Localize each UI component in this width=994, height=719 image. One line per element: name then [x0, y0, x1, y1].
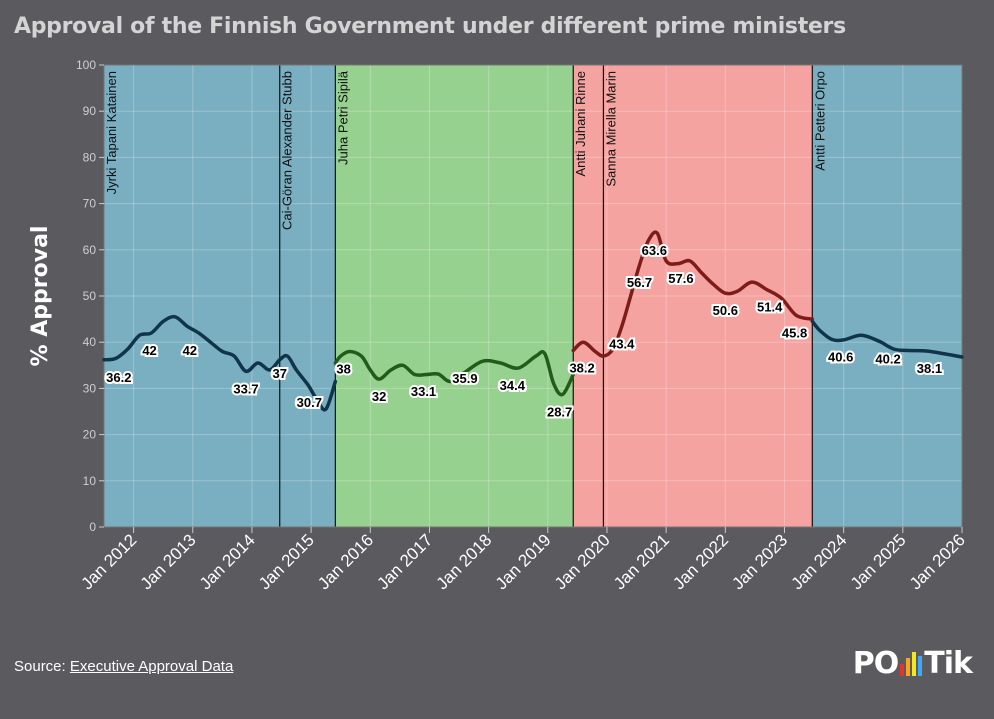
x-tick-label: Jan 2016	[314, 530, 377, 593]
logo-bar	[912, 652, 917, 676]
data-label: 34.4	[500, 378, 526, 393]
y-tick-label: 50	[83, 289, 97, 303]
y-tick-label: 30	[83, 381, 97, 395]
data-label: 37	[273, 366, 287, 381]
source-label: Source:	[14, 658, 66, 675]
data-label: 51.4	[757, 300, 783, 315]
x-tick-label: Jan 2026	[906, 530, 969, 593]
period-band	[335, 65, 574, 527]
y-tick-label: 60	[83, 243, 97, 257]
logo-bar	[918, 656, 923, 676]
period-label: Antti Juhani Rinne	[573, 71, 588, 177]
period-band	[573, 65, 604, 527]
data-label: 30.7	[297, 395, 322, 410]
x-tick-label: Jan 2025	[847, 530, 910, 593]
period-label: Cai-Göran Alexander Stubb	[280, 71, 295, 230]
period-label: Juha Petri Sipilä	[335, 70, 350, 165]
period-label: Sanna Mirella Marin	[603, 71, 618, 187]
y-tick-label: 100	[76, 58, 96, 72]
period-label: Jyrki Tapani Katainen	[104, 71, 119, 194]
period-band	[812, 65, 962, 527]
x-tick-label: Jan 2022	[669, 530, 732, 593]
data-label: 32	[372, 389, 386, 404]
logo-bar	[900, 664, 905, 676]
politik-logo: PO Tik	[852, 646, 973, 681]
y-tick-label: 70	[83, 197, 97, 211]
data-label: 57.6	[668, 271, 693, 286]
x-tick-label: Jan 2019	[492, 530, 555, 593]
source-link[interactable]: Executive Approval Data	[69, 658, 234, 675]
x-tick-label: Jan 2018	[433, 530, 496, 593]
x-tick-label: Jan 2013	[137, 530, 200, 593]
y-tick-label: 20	[83, 428, 97, 442]
series-line	[571, 230, 815, 358]
data-label: 63.6	[642, 243, 667, 258]
x-tick-label: Jan 2012	[78, 530, 141, 593]
data-label: 35.9	[452, 371, 477, 386]
x-tick-label: Jan 2017	[373, 530, 436, 593]
y-tick-label: 80	[83, 150, 97, 164]
logo-prefix: PO	[852, 646, 899, 681]
x-tick-label: Jan 2020	[551, 530, 614, 593]
x-tick-label: Jan 2014	[196, 530, 259, 593]
x-tick-label: Jan 2024	[788, 530, 851, 593]
period-band	[104, 65, 280, 527]
data-label: 43.4	[609, 336, 635, 351]
data-label: 45.8	[782, 325, 807, 340]
x-tick-label: Jan 2015	[255, 530, 318, 593]
footer: Source: Executive Approval Data	[14, 658, 233, 675]
data-label: 42	[142, 343, 156, 358]
x-tick-label: Jan 2021	[610, 530, 673, 593]
data-label: 28.7	[547, 404, 572, 419]
logo-bar	[906, 658, 911, 676]
logo-suffix: Tik	[924, 646, 973, 681]
series-line	[810, 319, 964, 359]
data-label: 50.6	[713, 303, 738, 318]
data-label: 38.1	[917, 361, 942, 376]
logo-bars-icon	[900, 650, 923, 676]
chart-title: Approval of the Finnish Government under…	[14, 14, 846, 39]
series-line	[102, 314, 338, 412]
data-label: 40.6	[828, 349, 853, 364]
data-label: 40.2	[875, 351, 900, 366]
period-label: Antti Petteri Orpo	[812, 71, 827, 171]
y-tick-label: 0	[89, 520, 96, 534]
series-line	[333, 349, 575, 397]
data-label: 38.2	[569, 361, 594, 376]
data-label: 36.2	[106, 370, 131, 385]
data-label: 38	[336, 361, 350, 376]
data-label: 33.1	[411, 384, 436, 399]
data-label: 56.7	[627, 275, 652, 290]
y-tick-label: 40	[83, 335, 97, 349]
data-label: 42	[183, 343, 197, 358]
data-label: 33.7	[233, 381, 258, 396]
x-tick-label: Jan 2023	[728, 530, 791, 593]
period-band	[279, 65, 336, 527]
y-tick-label: 10	[83, 474, 97, 488]
y-tick-label: 90	[83, 104, 97, 118]
y-axis-title: % Approval	[28, 226, 53, 367]
